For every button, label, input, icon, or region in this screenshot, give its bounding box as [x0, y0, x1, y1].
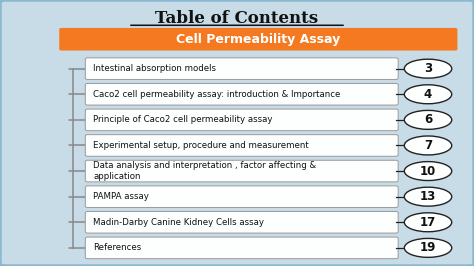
Text: 6: 6 — [424, 113, 432, 126]
Text: 17: 17 — [420, 216, 436, 229]
FancyBboxPatch shape — [59, 28, 457, 51]
Ellipse shape — [404, 187, 452, 206]
FancyBboxPatch shape — [85, 237, 398, 259]
Text: Principle of Caco2 cell permeability assay: Principle of Caco2 cell permeability ass… — [93, 115, 273, 124]
FancyBboxPatch shape — [85, 135, 398, 156]
FancyBboxPatch shape — [85, 160, 398, 182]
Text: Experimental setup, procedure and measurement: Experimental setup, procedure and measur… — [93, 141, 309, 150]
Text: 10: 10 — [420, 165, 436, 178]
Text: PAMPA assay: PAMPA assay — [93, 192, 149, 201]
Text: 19: 19 — [420, 241, 436, 254]
Ellipse shape — [404, 162, 452, 181]
FancyBboxPatch shape — [85, 84, 398, 105]
Text: 4: 4 — [424, 88, 432, 101]
Text: Caco2 cell permeability assay: introduction & Importance: Caco2 cell permeability assay: introduct… — [93, 90, 341, 99]
Text: Intestinal absorption models: Intestinal absorption models — [93, 64, 216, 73]
Ellipse shape — [404, 213, 452, 232]
Text: Madin-Darby Canine Kidney Cells assay: Madin-Darby Canine Kidney Cells assay — [93, 218, 264, 227]
Text: Data analysis and interpretation , factor affecting &
application: Data analysis and interpretation , facto… — [93, 161, 317, 181]
FancyBboxPatch shape — [85, 211, 398, 233]
FancyBboxPatch shape — [85, 186, 398, 207]
Ellipse shape — [404, 85, 452, 104]
Text: 3: 3 — [424, 62, 432, 75]
Ellipse shape — [404, 110, 452, 129]
FancyBboxPatch shape — [85, 109, 398, 131]
FancyBboxPatch shape — [85, 58, 398, 80]
Text: 7: 7 — [424, 139, 432, 152]
Text: References: References — [93, 243, 142, 252]
Ellipse shape — [404, 136, 452, 155]
Text: Table of Contents: Table of Contents — [155, 10, 319, 27]
Text: 13: 13 — [420, 190, 436, 203]
Text: Cell Permeability Assay: Cell Permeability Assay — [176, 33, 340, 45]
Ellipse shape — [404, 238, 452, 257]
Ellipse shape — [404, 59, 452, 78]
